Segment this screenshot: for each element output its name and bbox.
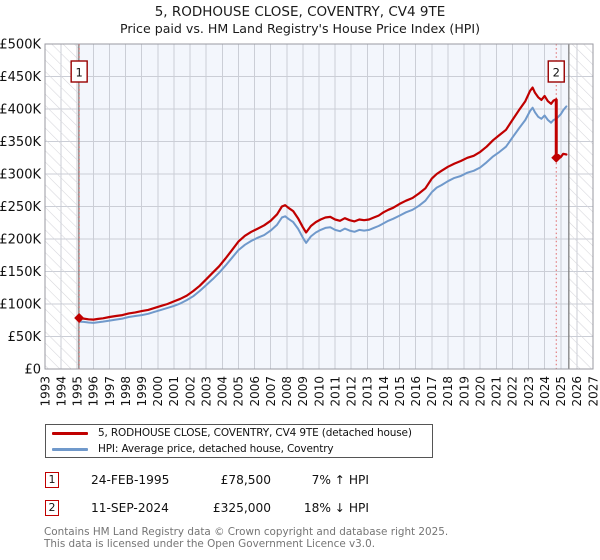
transaction-1-price: £78,500 (220, 472, 271, 487)
property-line-icon (52, 431, 88, 435)
y-axis-label: £0 (24, 363, 41, 378)
y-axis-label: £100K (0, 298, 41, 313)
y-axis-label: £150K (0, 265, 41, 280)
x-axis-label: 2002 (183, 376, 197, 407)
y-axis-label: £200K (0, 233, 41, 248)
hpi-average-line (78, 105, 568, 324)
x-axis-label: 2020 (473, 376, 487, 407)
x-axis-label: 2022 (506, 376, 520, 407)
y-axis-label: £400K (0, 103, 41, 118)
x-axis-label: 2004 (216, 376, 230, 407)
transaction-2-hpi-delta: 18% ↓ HPI (303, 500, 369, 515)
y-axis-label: £350K (0, 135, 41, 150)
hpi-line-icon (52, 447, 88, 451)
x-axis-label: 2025 (554, 376, 568, 407)
property-price-line (78, 86, 568, 321)
sale-point-diamond-icon (551, 152, 562, 163)
transaction-2-date: 11-SEP-2024 (91, 500, 169, 515)
x-axis-label: 2000 (151, 376, 165, 407)
transaction-1-date: 24-FEB-1995 (91, 472, 170, 487)
y-axis-label: £50K (8, 330, 42, 345)
x-axis-label: 2003 (199, 376, 213, 407)
x-axis-label: 2009 (296, 376, 310, 407)
sale-marker-box (547, 60, 565, 83)
x-axis-label: 1998 (119, 376, 133, 407)
x-axis-label: 2015 (393, 376, 407, 407)
x-axis-label: 2005 (232, 376, 246, 407)
legend-label-property: 5, RODHOUSE CLOSE, COVENTRY, CV4 9TE (de… (98, 427, 412, 439)
sale-point-diamond-icon (74, 312, 85, 323)
x-axis-label: 1999 (135, 376, 149, 407)
hpi-series-swatch (52, 447, 88, 451)
plot-border (44, 43, 594, 370)
license-footer: Contains HM Land Registry data © Crown c… (44, 526, 449, 550)
no-data-hatch (45, 44, 79, 369)
x-axis-label: 2021 (490, 376, 504, 407)
x-axis-label: 2013 (361, 376, 375, 407)
property-series-swatch (52, 431, 88, 435)
x-axis-label: 1997 (103, 376, 117, 407)
x-axis-label: 2017 (425, 376, 439, 407)
x-axis-label: 2008 (280, 376, 294, 407)
transactions-list: 1 24-FEB-1995 £78,500 7% ↑ HPI 2 11-SEP-… (45, 471, 369, 516)
x-axis-label: 2019 (457, 376, 471, 407)
x-axis-label: 2024 (538, 376, 552, 407)
x-axis-label: 2010 (312, 376, 326, 407)
price-history-chart: 1 2 £0 £50K £100K £150K £200K £250K £300K £350K £4… (0, 38, 600, 407)
footer-line-2: This data is licensed under the Open Gov… (44, 537, 376, 550)
y-axis-label: £300K (0, 168, 41, 183)
transaction-row: 2 11-SEP-2024 £325,000 18% ↓ HPI (45, 499, 369, 516)
page-subtitle: Price paid vs. HM Land Registry's House … (119, 21, 481, 36)
x-axis-label: 2001 (167, 376, 181, 407)
sale-marker-number: 1 (76, 66, 83, 80)
transaction-1-hpi-delta: 7% ↑ HPI (311, 472, 369, 487)
x-axis-label: 2023 (522, 376, 536, 407)
x-axis-label: 1993 (38, 376, 52, 407)
legend-item-hpi: HPI: Average price, detached house, Cove… (46, 442, 432, 456)
x-axis-label: 2012 (345, 376, 359, 407)
y-axis-label: £250K (0, 200, 41, 215)
x-axis-label: 2026 (570, 376, 584, 407)
no-data-hatch (568, 44, 593, 369)
x-axis-label: 1996 (87, 376, 101, 407)
x-axis-label: 2016 (409, 376, 423, 407)
transaction-1-marker: 1 (45, 471, 59, 488)
x-axis-label: 1994 (54, 376, 68, 407)
chart-legend: 5, RODHOUSE CLOSE, COVENTRY, CV4 9TE (de… (45, 424, 433, 458)
page-title: 5, RODHOUSE CLOSE, COVENTRY, CV4 9TE (154, 4, 446, 20)
x-axis-label: 2018 (441, 376, 455, 407)
transaction-row: 1 24-FEB-1995 £78,500 7% ↑ HPI (45, 471, 369, 488)
legend-item-property: 5, RODHOUSE CLOSE, COVENTRY, CV4 9TE (de… (46, 426, 432, 440)
sale-marker-box (70, 60, 88, 83)
x-axis-label: 2027 (586, 376, 600, 407)
x-axis-label: 2014 (377, 376, 391, 407)
legend-label-hpi: HPI: Average price, detached house, Cove… (98, 443, 334, 455)
transaction-2-marker: 2 (45, 499, 59, 516)
x-axis-label: 2007 (264, 376, 278, 407)
x-axis-label: 2011 (328, 376, 342, 407)
x-axis-label: 1995 (71, 376, 85, 407)
transaction-2-price: £325,000 (212, 500, 271, 515)
x-axis-label: 2006 (248, 376, 262, 407)
sale-marker-number: 2 (553, 66, 560, 80)
y-axis-label: £500K (0, 38, 41, 53)
y-axis-label: £450K (0, 70, 41, 85)
footer-line-1: Contains HM Land Registry data © Crown c… (44, 526, 449, 538)
